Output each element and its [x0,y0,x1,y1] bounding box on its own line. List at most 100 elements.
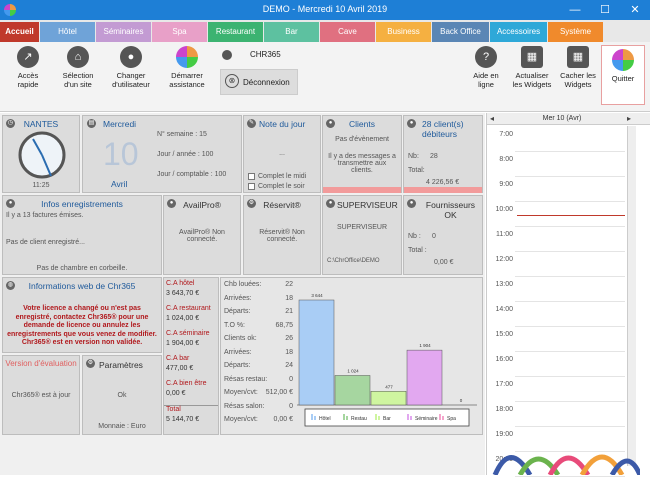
legend-swatch [407,414,409,420]
maximize-button[interactable]: ☐ [600,4,610,16]
chart-data-label: 1 904 [419,343,431,348]
stat-value: 24 [285,362,293,369]
help-button[interactable]: ? Aide en ligne [466,46,506,89]
tab-systme[interactable]: Système [548,22,603,42]
reservit-icon: ⚙ [247,199,256,208]
ca-label: C.A restaurant [166,305,211,312]
hour-label: 19:00 [495,431,513,438]
hour-slot[interactable] [515,202,625,227]
tab-restaurant[interactable]: Restaurant [208,22,263,42]
agenda-header [487,113,650,125]
midi-label: Complet le midi [258,173,307,180]
stat-label: Clients ok: [224,335,257,342]
hour-label: 10:00 [495,206,513,213]
change-user-label: Changer d'utilisateur [112,71,150,89]
tab-spa[interactable]: Spa [152,22,207,42]
tab-sminaires[interactable]: Séminaires [96,22,151,42]
hour-slot[interactable] [515,302,625,327]
soir-checkbox[interactable] [248,183,255,190]
revenue-bar-chart: 3 644 1 024 477 1 904 0 Hôtel Restau Bar Séminai… [297,293,477,427]
web-info-message: Votre licence a changé ou n'est pas enre… [7,305,157,346]
note-icon: ✎ [247,119,256,128]
chart-data-label: 3 644 [311,293,323,298]
hide-widgets-button[interactable]: ▦ Cacher les Widgets [558,46,598,89]
change-user-button[interactable]: ● Changer d'utilisateur [106,46,156,89]
help-icon: ? [475,46,497,68]
superviseur-path: C:\ChrOffice\DEMO [327,258,380,264]
hour-slot[interactable] [515,127,625,152]
hour-slot[interactable] [515,327,625,352]
tab-accueil[interactable]: Accueil [0,22,39,42]
stat-value: 18 [285,348,293,356]
legend-swatch [314,416,316,420]
hour-slot[interactable] [515,427,625,452]
tab-cave[interactable]: Cave [320,22,375,42]
tab-htel[interactable]: Hôtel [40,22,95,42]
date-widget: ▤ Mercredi 10 Avril N° semaine : 15 Jour… [82,115,242,193]
tab-accessoires[interactable]: Accessoires [490,22,547,42]
hour-slot[interactable] [515,152,625,177]
chart-bar [298,299,335,406]
tab-backoffice[interactable]: Back Office [432,22,489,42]
hour-slot[interactable] [515,377,625,402]
stat-value: 22 [285,281,293,288]
refresh-widgets-button[interactable]: ▦ Actualiser les Widgets [510,46,554,89]
hour-label: 7:00 [499,131,513,138]
ca-total-value: 5 144,70 € [166,416,200,423]
site-select-button[interactable]: ⌂ Sélection d'un site [56,46,100,89]
legend-swatch [311,414,313,420]
start-assist-label: Démarrer assistance [169,71,205,89]
agenda-next-button[interactable]: ▸ [627,114,632,123]
clock-widget: ◷ NANTES 11:25 [2,115,80,193]
suppliers-nb: 0 [432,233,436,240]
hour-slot[interactable] [515,252,625,277]
logout-label: Déconnexion [243,78,290,87]
legend-swatch [410,416,412,420]
superviseur-title: SUPERVISEUR [337,200,398,210]
toolbar: ↗ Accès rapide ⌂ Sélection d'un site ● Chan… [0,42,650,112]
hour-slot[interactable] [515,227,625,252]
quit-button[interactable]: Quitter [601,45,645,105]
tab-bar[interactable]: Bar [264,22,319,42]
stat-label: Arrivées: [224,348,252,356]
hour-slot[interactable] [515,277,625,302]
suppliers-widget: ● Fournisseurs OK Nb : 0 Total : 0,00 € [403,195,483,275]
ca-label: C.A séminaire [166,330,210,337]
stat-label: Moyen/cvt: [224,389,258,396]
hour-slot[interactable] [515,402,625,427]
ca-value: 3 643,70 € [166,290,200,297]
clock-time: 11:25 [32,182,50,189]
quick-access-label: Accès rapide [17,71,39,89]
records-clients: Pas de client enregistré... [6,239,85,246]
analog-clock [18,131,66,179]
stats-chart-widget: Chb louées: 22 Arrivées: 18 Départs: 21 T.O %:… [220,277,483,435]
records-title: Infos enregistrements [41,199,123,209]
note-widget: ✎ Note du jour ... Complet le midi Compl… [243,115,321,193]
minimize-button[interactable]: — [569,4,581,16]
agenda-scrollbar[interactable] [627,126,636,466]
stat-value: 0,00 € [273,416,293,423]
midi-checkbox[interactable] [248,173,255,180]
agenda-prev-button[interactable]: ◂ [490,114,495,123]
legend-label: Bar [383,416,391,422]
chart-bar [334,375,371,406]
stat-label: Moyen/cvt: [224,416,258,423]
tab-business[interactable]: Business [376,22,431,42]
decorative-logo-icon [492,454,640,475]
agenda-date: Mer 10 (Avr) [542,115,582,122]
ca-value: 0,00 € [166,390,186,397]
legend-label: Hôtel [319,416,331,422]
note-content: ... [279,150,285,157]
records-icon: ● [6,199,15,208]
hour-slot[interactable] [515,177,625,202]
close-button[interactable]: ✕ [630,4,640,16]
params-widget: ⚙ Paramètres Ok Monnaie : Euro [82,355,162,435]
legend-swatch [378,416,380,420]
hour-label: 18:00 [495,406,513,413]
chart-bar [370,391,407,406]
start-assist-button[interactable]: Démarrer assistance [164,46,210,89]
hour-slot[interactable] [515,352,625,377]
debtors-nb: 28 [430,153,438,160]
quick-access-button[interactable]: ↗ Accès rapide [8,46,48,89]
date-dayname: Mercredi [103,119,137,129]
